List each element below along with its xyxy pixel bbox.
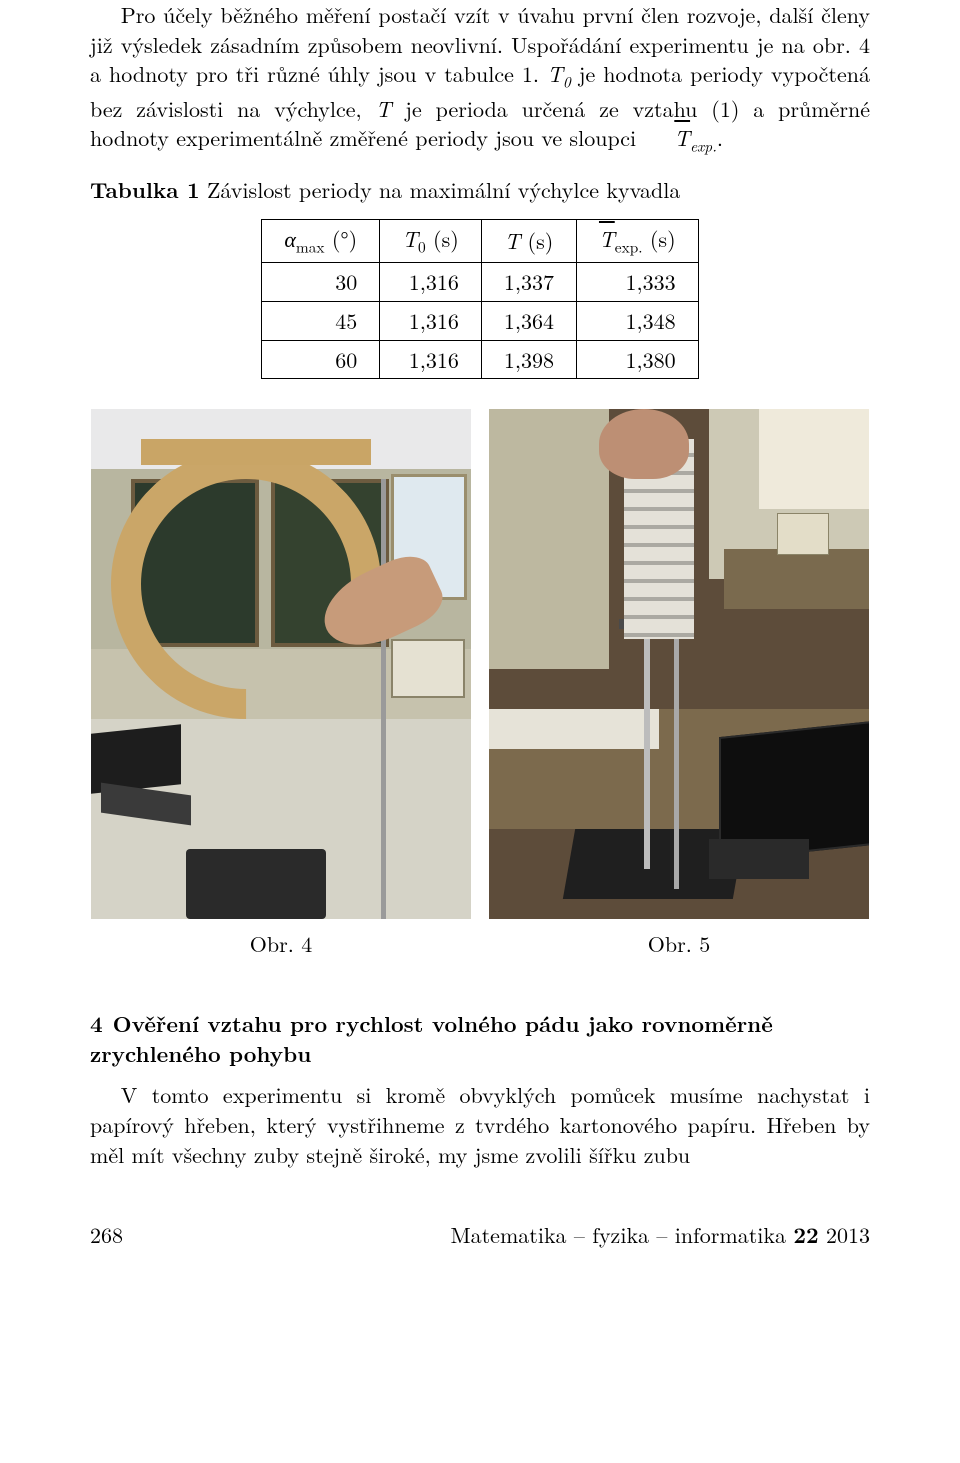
photo-5-caption: Obr. 5 [489, 929, 869, 959]
col-Texp: Texp. (s) [576, 220, 698, 263]
table-row: 45 1,316 1,364 1,348 [262, 302, 698, 341]
table-row: 30 1,316 1,337 1,333 [262, 263, 698, 302]
section-title: Ověření vztahu pro rychlost volného pádu… [90, 1008, 773, 1069]
col-T0: T0 (s) [380, 220, 482, 263]
section-number: 4 [90, 1008, 103, 1039]
photo-4-caption: Obr. 4 [91, 929, 471, 959]
table-caption: Tabulka 1 Závislost periody na maximální… [90, 175, 870, 205]
para1-Tbar: Texp. [644, 122, 717, 153]
photo-4-frame: Obr. 4 [91, 409, 471, 959]
para1-T0: T0 [547, 58, 571, 89]
paragraph-section4: V tomto experimentu si kromě obvyklých p… [90, 1080, 870, 1169]
page-footer: 268 Matematika – fyzika – informatika 22… [90, 1220, 870, 1250]
photo-row: Obr. 4 Obr. 5 [90, 409, 870, 959]
pendulum-table: αmax (°) T0 (s) T (s) Texp. (s) 30 1,316… [261, 219, 698, 379]
journal-ref: Matematika – fyzika – informatika 22 201… [450, 1220, 870, 1250]
photo-4 [91, 409, 471, 919]
para1-t4: . [717, 122, 723, 153]
col-T: T (s) [481, 220, 576, 263]
para1-T: T [376, 93, 392, 124]
page-number: 268 [90, 1220, 123, 1250]
section-4-heading: 4Ověření vztahu pro rychlost volného pád… [90, 1009, 870, 1068]
table-row: 60 1,316 1,398 1,380 [262, 340, 698, 379]
page: Pro účely běžného měření postačí vzít v … [0, 0, 960, 1289]
table-header-row: αmax (°) T0 (s) T (s) Texp. (s) [262, 220, 698, 263]
photo-5-frame: Obr. 5 [489, 409, 869, 959]
table-caption-text: Závislost periody na maximální výchylce … [200, 174, 681, 205]
photo-5 [489, 409, 869, 919]
col-alpha: αmax (°) [262, 220, 380, 263]
table-caption-label: Tabulka 1 [90, 174, 200, 205]
paragraph-intro: Pro účely běžného měření postačí vzít v … [90, 0, 870, 157]
